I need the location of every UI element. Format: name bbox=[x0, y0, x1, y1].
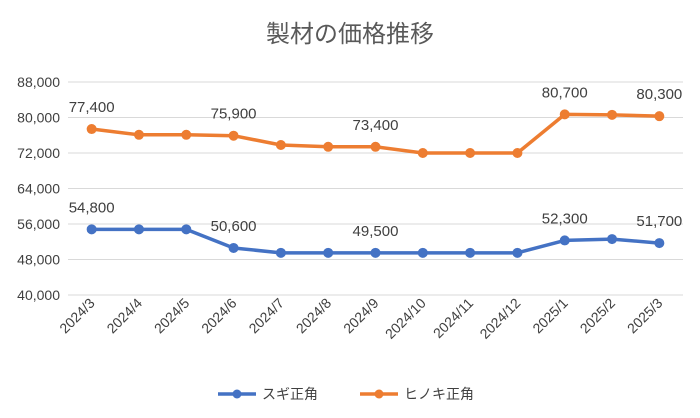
x-tick-label: 2024/4 bbox=[103, 295, 145, 337]
data-label: 77,400 bbox=[69, 99, 115, 116]
data-label: 80,300 bbox=[636, 86, 682, 103]
data-point bbox=[275, 247, 286, 258]
data-labels: 54,800 50,600 49,500 52,300 51,700 77,400 75,9… bbox=[69, 84, 683, 239]
data-point bbox=[275, 140, 286, 151]
x-tick-label: 2024/3 bbox=[56, 295, 98, 337]
y-tick-label: 72,000 bbox=[17, 145, 60, 161]
data-label: 80,700 bbox=[542, 84, 588, 101]
legend: スギ正角 ヒノキ正角 bbox=[218, 387, 474, 403]
data-label: 51,700 bbox=[636, 213, 682, 230]
data-point bbox=[228, 242, 239, 253]
x-tick-label: 2024/7 bbox=[245, 295, 287, 337]
y-tick-label: 40,000 bbox=[17, 287, 60, 303]
data-point bbox=[417, 247, 428, 258]
data-point bbox=[465, 148, 476, 158]
data-point bbox=[228, 130, 239, 141]
data-point bbox=[181, 129, 192, 140]
data-point bbox=[512, 148, 523, 158]
x-tick-label: 2024/8 bbox=[293, 295, 335, 337]
data-point bbox=[465, 247, 476, 258]
data-point bbox=[86, 124, 97, 135]
legend-marker bbox=[374, 389, 384, 399]
data-point bbox=[559, 109, 570, 120]
x-tick-label: 2024/5 bbox=[151, 295, 193, 337]
gridlines bbox=[68, 81, 683, 296]
data-label: 54,800 bbox=[69, 199, 115, 216]
y-tick-label: 64,000 bbox=[17, 181, 60, 197]
x-tick-label: 2024/10 bbox=[382, 295, 429, 342]
data-label: 50,600 bbox=[211, 218, 257, 235]
legend-label: スギ正角 bbox=[262, 387, 318, 403]
x-tick-label: 2024/9 bbox=[340, 295, 382, 337]
x-axis: 2024/3 2024/4 2024/5 2024/6 2024/7 2024/8 2024… bbox=[56, 295, 665, 342]
chart-title: 製材の価格推移 bbox=[266, 20, 434, 48]
data-point bbox=[370, 247, 381, 258]
data-point bbox=[323, 247, 334, 258]
x-tick-label: 2025/2 bbox=[577, 295, 619, 337]
data-point bbox=[323, 141, 334, 152]
data-point bbox=[654, 238, 665, 249]
data-point bbox=[181, 224, 192, 235]
y-tick-label: 48,000 bbox=[17, 252, 60, 268]
data-point bbox=[133, 224, 144, 235]
x-tick-label: 2025/1 bbox=[529, 295, 571, 337]
data-point bbox=[559, 235, 570, 246]
y-tick-label: 88,000 bbox=[17, 74, 60, 90]
data-point bbox=[417, 148, 428, 158]
data-point bbox=[607, 234, 618, 245]
x-tick-label: 2024/6 bbox=[198, 295, 240, 337]
legend-marker bbox=[232, 389, 242, 399]
legend-label: ヒノキ正角 bbox=[404, 387, 474, 403]
x-tick-label: 2024/12 bbox=[476, 295, 523, 342]
data-point bbox=[607, 109, 618, 120]
y-axis: 40,000 48,000 56,000 64,000 72,000 80,000 88,0… bbox=[17, 74, 60, 303]
data-label: 73,400 bbox=[353, 117, 399, 134]
y-tick-label: 56,000 bbox=[17, 216, 60, 232]
data-point bbox=[370, 141, 381, 152]
data-label: 52,300 bbox=[542, 210, 588, 227]
data-point bbox=[654, 111, 665, 122]
x-tick-label: 2024/11 bbox=[430, 295, 477, 342]
y-tick-label: 80,000 bbox=[17, 110, 60, 126]
data-label: 75,900 bbox=[211, 106, 257, 123]
data-point bbox=[512, 247, 523, 258]
x-tick-label: 2025/3 bbox=[624, 295, 666, 337]
data-label: 49,500 bbox=[353, 223, 399, 240]
series-group bbox=[86, 109, 665, 258]
data-point bbox=[133, 129, 144, 140]
data-point bbox=[86, 224, 97, 235]
